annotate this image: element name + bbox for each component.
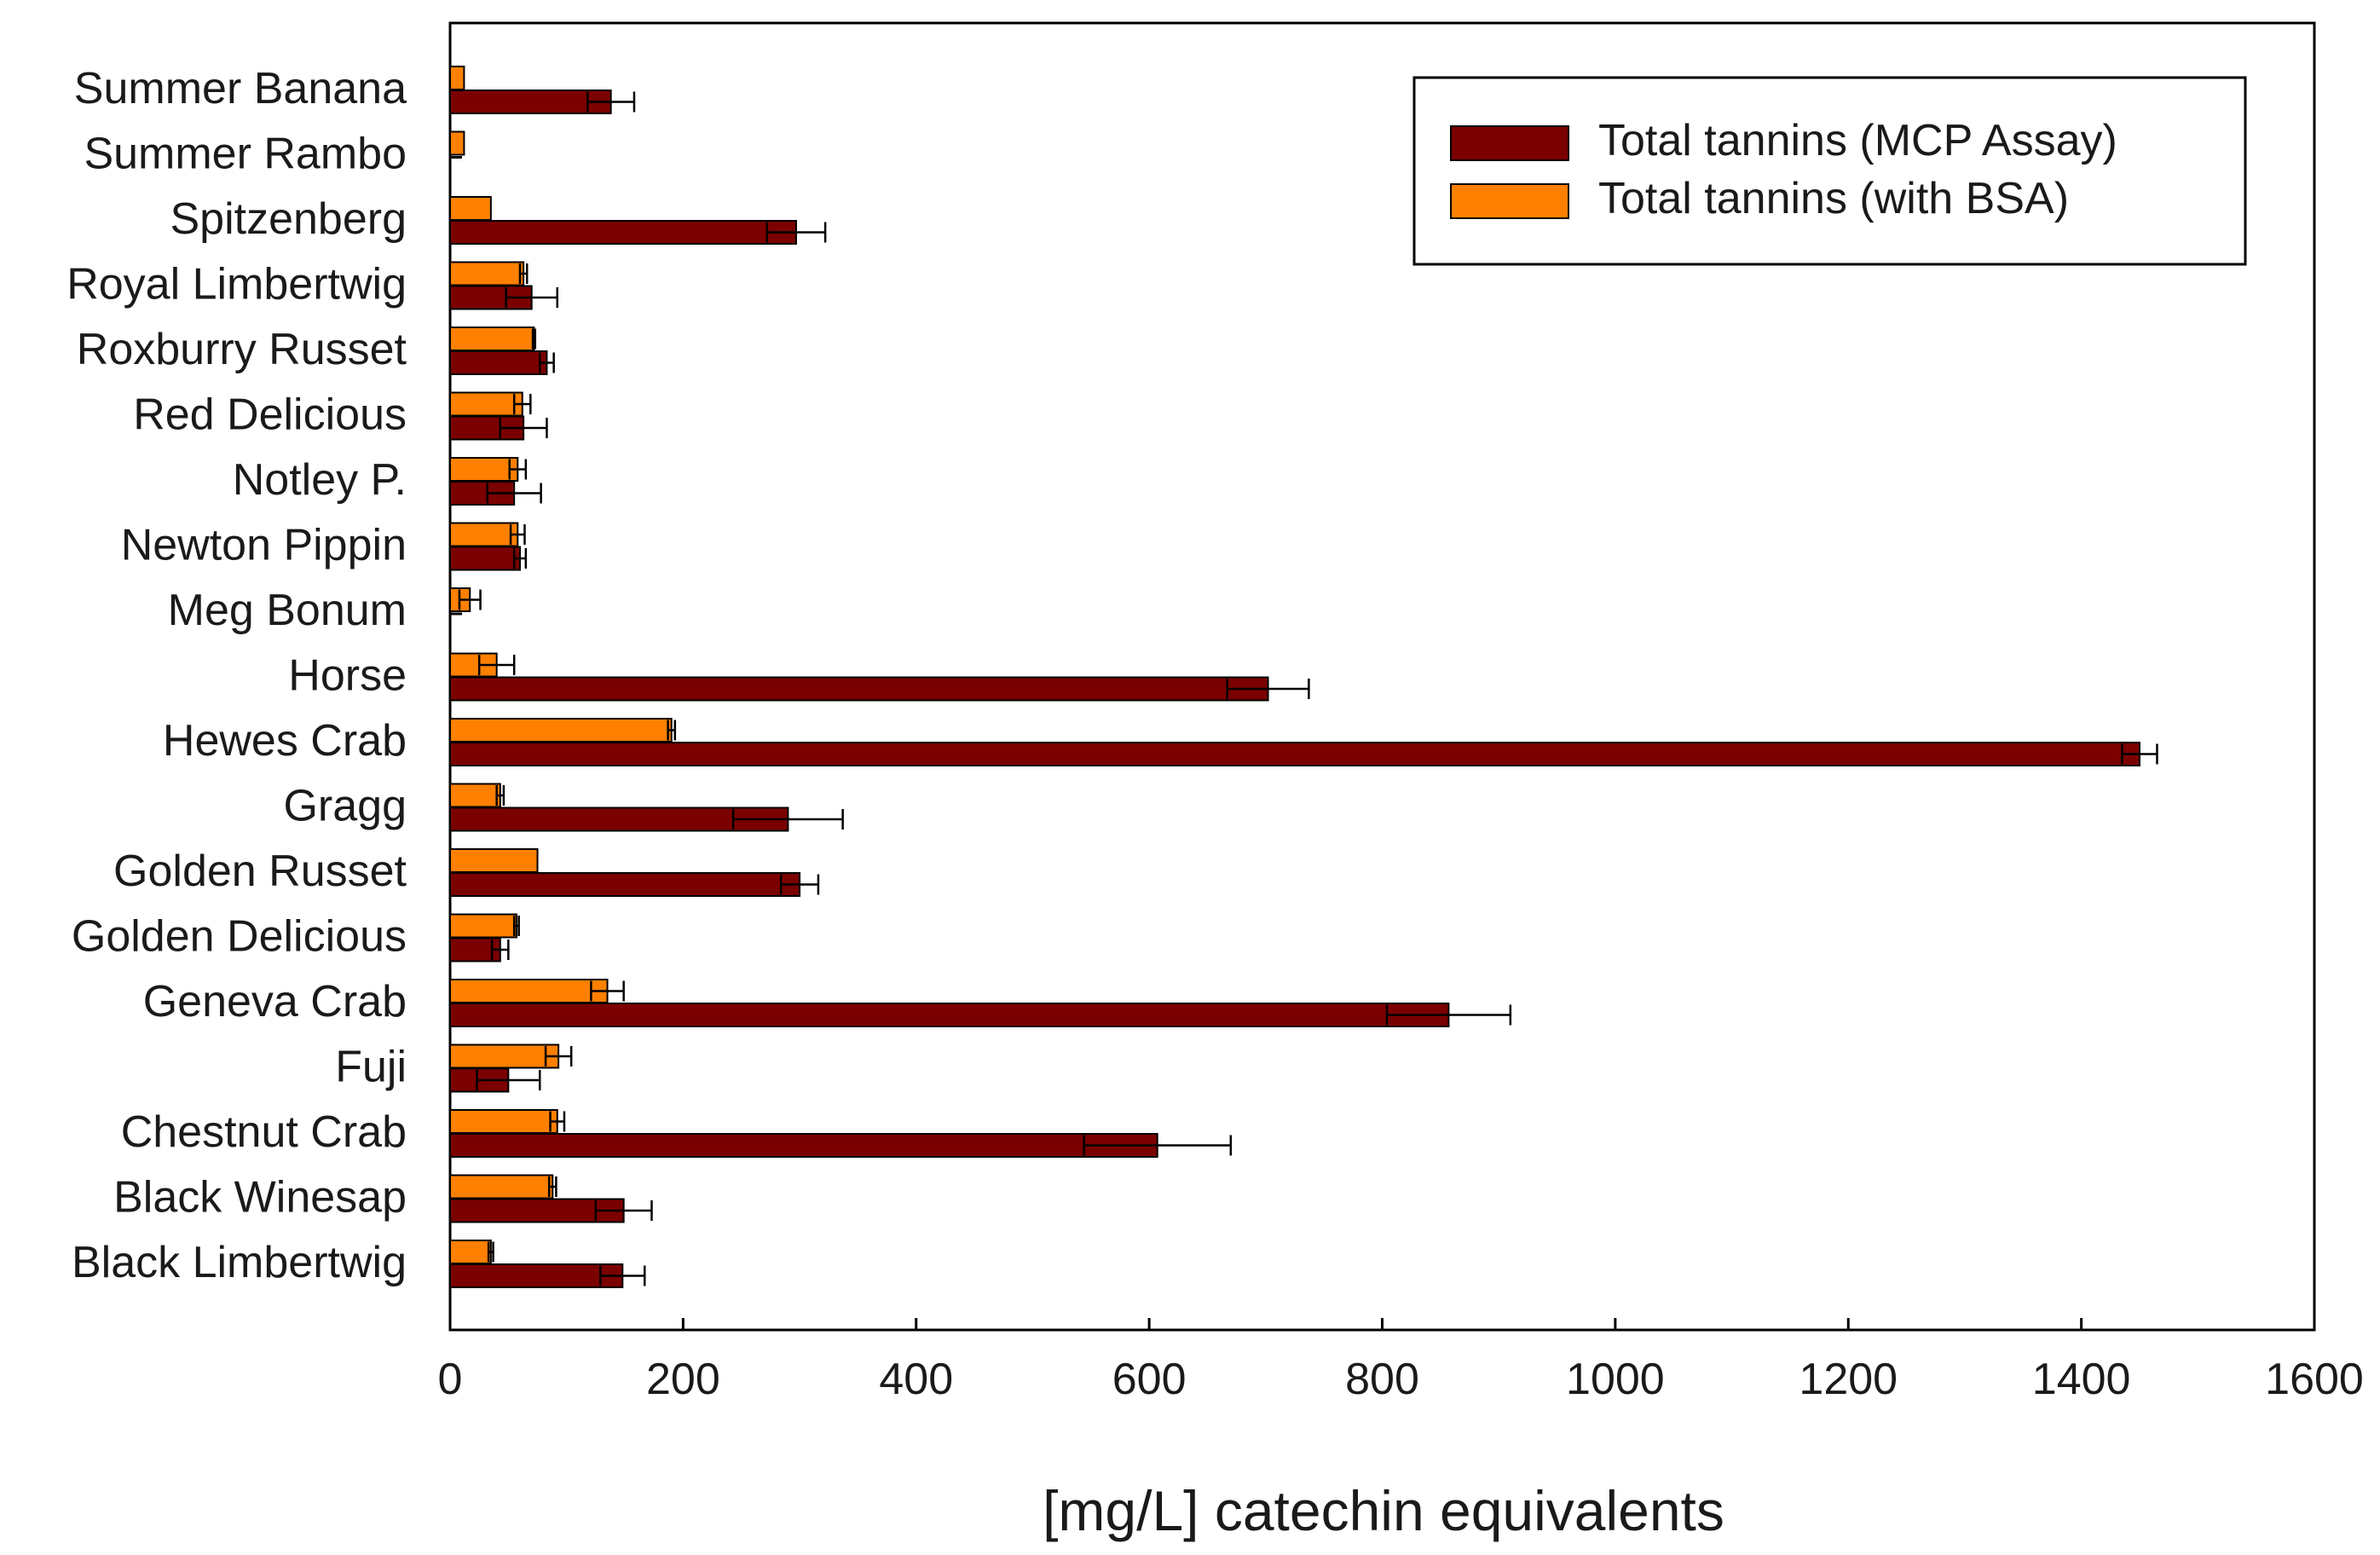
legend-swatch — [1450, 183, 1569, 219]
legend-entry: Total tannins (with BSA) — [1598, 174, 2069, 223]
category-labels: Summer Banana Summer Rambo Spitzenberg Roya… — [66, 64, 407, 1287]
bar-mcp-assay — [449, 1003, 1450, 1027]
legend-swatch — [1450, 125, 1569, 161]
bar-with-bsa — [449, 196, 492, 221]
category-label: Hewes Crab — [163, 716, 407, 766]
x-tick-label: 1200 — [1799, 1355, 1898, 1404]
bar-with-bsa — [449, 66, 465, 90]
category-label: Geneva Crab — [143, 977, 407, 1026]
x-tick-label: 200 — [646, 1355, 720, 1404]
category-label: Summer Banana — [74, 64, 407, 113]
category-label: Royal Limbertwig — [66, 260, 407, 309]
category-label: Spitzenberg — [170, 194, 407, 244]
category-label: Horse — [288, 651, 407, 701]
bar-with-bsa — [449, 718, 673, 743]
x-tick-label: 1600 — [2265, 1355, 2364, 1404]
category-label: Black Limbertwig — [72, 1238, 407, 1287]
category-label: Chestnut Crab — [121, 1107, 407, 1157]
x-ticks: 0 200 400 600 800 1000 1200 1400 1600 — [438, 1318, 2364, 1404]
bar-with-bsa — [449, 979, 609, 1003]
category-label: Summer Rambo — [84, 130, 407, 179]
category-label: Meg Bonum — [168, 586, 407, 635]
bar-mcp-assay — [449, 546, 522, 571]
bar-mcp-assay — [449, 90, 612, 114]
bar-mcp-assay — [449, 350, 548, 375]
bar-with-bsa — [449, 457, 519, 482]
bar-with-bsa — [449, 848, 539, 873]
legend-box — [1412, 76, 2247, 266]
x-axis-label: [mg/L] catechin equivalents — [1043, 1479, 1724, 1542]
category-label: Black Winesap — [113, 1173, 407, 1223]
category-label: Golden Russet — [113, 847, 407, 896]
bar-mcp-assay — [449, 742, 2140, 766]
bar-mcp-assay — [449, 220, 797, 245]
bar-with-bsa — [449, 1043, 560, 1069]
x-tick-label: 0 — [438, 1355, 463, 1404]
legend-entry: Total tannins (MCP Assay) — [1598, 116, 2117, 165]
error-bars — [458, 91, 2158, 1286]
bar-mcp-assay — [449, 1263, 624, 1288]
category-label: Golden Delicious — [72, 912, 407, 962]
category-label: Newton Pippin — [121, 521, 407, 570]
x-tick-label: 600 — [1112, 1355, 1187, 1404]
x-tick-label: 400 — [879, 1355, 953, 1404]
bar-mcp-assay — [449, 676, 1269, 702]
x-tick-label: 1000 — [1566, 1355, 1665, 1404]
bar-mcp-assay — [449, 1133, 1158, 1158]
bar-with-bsa — [449, 327, 535, 351]
category-label: Roxburry Russet — [77, 325, 407, 374]
bar-mcp-assay — [449, 872, 801, 897]
category-label: Fuji — [335, 1043, 407, 1092]
bar-with-bsa — [449, 1174, 554, 1199]
bar-with-bsa — [449, 1240, 492, 1264]
category-label: Gragg — [283, 782, 407, 831]
bar-with-bsa — [449, 913, 517, 939]
bar-with-bsa — [449, 522, 519, 547]
category-label: Red Delicious — [133, 390, 407, 440]
x-tick-label: 800 — [1345, 1355, 1419, 1404]
bar-with-bsa — [449, 1109, 558, 1134]
bar-with-bsa — [449, 391, 523, 417]
x-tick-label: 1400 — [2032, 1355, 2131, 1404]
bar-with-bsa — [449, 130, 465, 156]
bar-with-bsa — [449, 783, 501, 808]
category-label: Notley P. — [233, 455, 407, 505]
bar-with-bsa — [449, 261, 525, 286]
legend: Total tannins (MCP Assay) Total tannins (… — [1412, 76, 2247, 266]
